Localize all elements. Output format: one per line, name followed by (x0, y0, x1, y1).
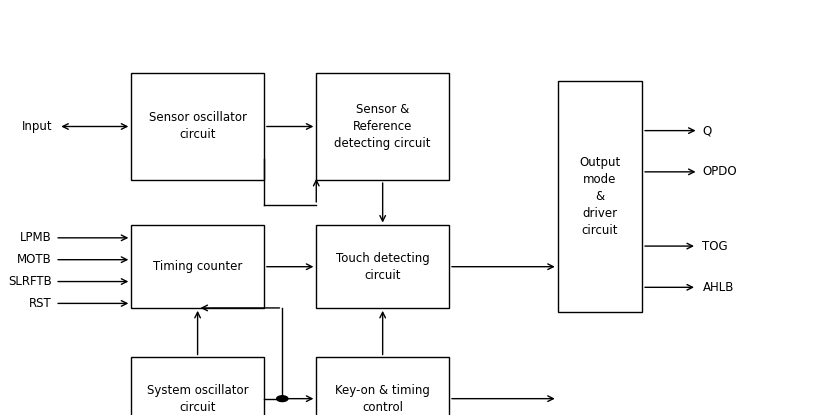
Bar (131, 73, 264, 180)
Text: OPDO: OPDO (702, 165, 737, 178)
Text: MOTB: MOTB (17, 253, 52, 266)
Bar (316, 226, 449, 308)
Text: LPMB: LPMB (20, 231, 52, 244)
Text: Timing counter: Timing counter (153, 260, 242, 273)
Text: AHLB: AHLB (702, 281, 734, 294)
Text: RST: RST (29, 297, 52, 310)
Text: Sensor &
Reference
detecting circuit: Sensor & Reference detecting circuit (334, 103, 431, 150)
Text: Key-on & timing
control: Key-on & timing control (335, 383, 430, 414)
Bar (557, 81, 642, 312)
Text: Q: Q (702, 124, 711, 137)
Bar (316, 73, 449, 180)
Circle shape (277, 396, 288, 402)
Bar (131, 226, 264, 308)
Text: Sensor oscillator
circuit: Sensor oscillator circuit (149, 111, 246, 142)
Text: SLRFTB: SLRFTB (8, 275, 52, 288)
Text: System oscillator
circuit: System oscillator circuit (146, 383, 249, 414)
Text: TOG: TOG (702, 239, 728, 252)
Text: Output
mode
&
driver
circuit: Output mode & driver circuit (579, 156, 621, 237)
Bar (131, 357, 264, 420)
Text: Touch detecting
circuit: Touch detecting circuit (336, 252, 429, 282)
Text: Input: Input (22, 120, 52, 133)
Bar (316, 357, 449, 420)
